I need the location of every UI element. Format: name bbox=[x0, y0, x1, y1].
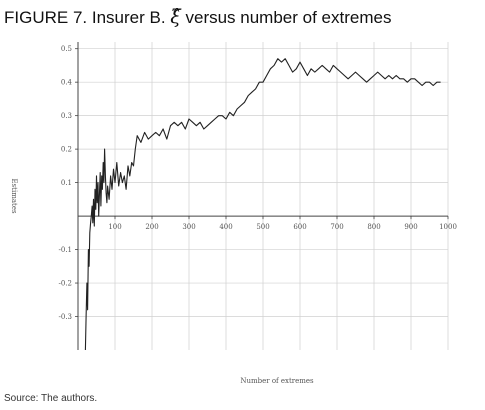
figure-title: FIGURE 7. Insurer B. ξ̂ versus number of… bbox=[4, 6, 391, 28]
x-tick-label: 200 bbox=[145, 223, 158, 231]
x-tick-label: 300 bbox=[182, 223, 195, 231]
x-tick-label: 400 bbox=[219, 223, 232, 231]
y-axis-title: Estimates bbox=[10, 178, 18, 214]
y-tick-labels: 0.5 0.4 0.3 0.2 0.1 -0.1 -0.2 -0.3 bbox=[59, 45, 73, 321]
y-tick-label: 0.3 bbox=[61, 112, 72, 120]
y-tick-label: -0.3 bbox=[59, 313, 73, 321]
grid bbox=[78, 42, 449, 350]
x-tick-labels: 100 200 300 400 500 600 700 800 900 1000 bbox=[108, 223, 457, 231]
xi-hat-symbol: ξ̂ bbox=[170, 6, 181, 28]
y-tick-label: 0.4 bbox=[61, 79, 73, 87]
y-tick-label: 0.2 bbox=[61, 146, 72, 154]
y-tick-label: 0.1 bbox=[61, 179, 72, 187]
y-tick-label: -0.2 bbox=[59, 280, 73, 288]
series-group bbox=[84, 58, 441, 351]
axes bbox=[75, 42, 449, 350]
x-tick-label: 900 bbox=[404, 223, 417, 231]
x-tick-label: 800 bbox=[367, 223, 380, 231]
x-tick-label: 700 bbox=[330, 223, 343, 231]
figure-title-suffix: versus number of extremes bbox=[185, 8, 392, 27]
x-tick-label: 100 bbox=[108, 223, 121, 231]
y-tick-label: 0.5 bbox=[61, 45, 72, 53]
x-tick-label: 500 bbox=[256, 223, 269, 231]
figure-title-prefix: FIGURE 7. Insurer B. bbox=[4, 8, 166, 27]
x-axis-title: Number of extremes bbox=[240, 377, 314, 385]
figure-source: Source: The authors. bbox=[4, 393, 98, 404]
y-tick-label: -0.1 bbox=[59, 246, 73, 254]
x-tick-label: 1000 bbox=[439, 223, 457, 231]
series-line bbox=[84, 58, 441, 351]
x-tick-label: 600 bbox=[293, 223, 306, 231]
